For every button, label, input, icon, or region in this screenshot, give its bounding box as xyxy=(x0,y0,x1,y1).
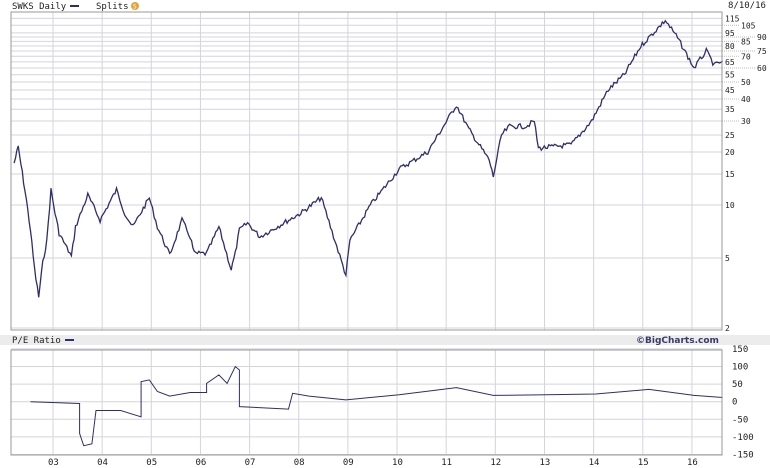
pe-tick-label: 150 xyxy=(732,345,748,355)
price-tick-label: 50 xyxy=(741,78,751,87)
year-tick-label: 10 xyxy=(392,458,403,468)
pe-tick-label: 50 xyxy=(732,380,743,390)
top-header: SWKS Daily Splits S 8/10/16 xyxy=(12,1,766,12)
pe-axis-labels: 150 100 50 0 -50 -100 -150 xyxy=(732,345,754,461)
year-tick-label: 05 xyxy=(146,458,157,468)
pe-tick-label: 0 xyxy=(732,398,737,408)
pe-tick-label: 100 xyxy=(732,363,748,373)
year-tick-label: 11 xyxy=(441,458,452,468)
pe-header-bar xyxy=(0,335,770,345)
price-grid xyxy=(11,12,722,330)
year-tick-label: 14 xyxy=(589,458,600,468)
pe-grid xyxy=(11,348,722,455)
price-tick-label: 25 xyxy=(725,131,735,140)
price-tick-label: 2 xyxy=(725,324,730,333)
year-tick-label: 16 xyxy=(687,458,698,468)
ticker-legend-swatch xyxy=(70,5,79,7)
date-label: 8/10/16 xyxy=(728,1,766,11)
year-tick-label: 08 xyxy=(294,458,305,468)
splits-badge-text: S xyxy=(133,4,137,11)
ticker-label: SWKS Daily xyxy=(12,2,67,12)
price-line xyxy=(13,19,724,298)
x-axis-labels: 03 04 05 06 07 08 09 10 11 12 13 14 15 16 xyxy=(48,458,698,468)
price-tick-label: 40 xyxy=(741,95,751,104)
price-tick-label: 35 xyxy=(725,105,735,114)
year-tick-label: 12 xyxy=(490,458,501,468)
splits-label: Splits xyxy=(96,2,129,12)
pe-tick-label: -50 xyxy=(732,415,748,425)
year-tick-label: 07 xyxy=(245,458,256,468)
price-tick-label: 5 xyxy=(725,254,730,263)
pe-tick-label: -150 xyxy=(732,451,754,461)
price-pane-frame xyxy=(10,11,723,331)
price-tick-label: 15 xyxy=(725,170,735,179)
price-tick-label: 75 xyxy=(757,47,767,56)
year-tick-label: 13 xyxy=(540,458,551,468)
pe-tick-label: -100 xyxy=(732,433,754,443)
price-tick-label: 30 xyxy=(741,117,751,126)
price-tick-label: 85 xyxy=(741,37,751,46)
pe-label: P/E Ratio xyxy=(12,336,61,346)
price-tick-label: 10 xyxy=(725,201,735,210)
year-tick-label: 04 xyxy=(97,458,108,468)
year-tick-label: 03 xyxy=(48,458,59,468)
price-tick-label: 55 xyxy=(725,71,735,80)
price-tick-label: 105 xyxy=(741,21,756,30)
pe-line xyxy=(30,365,723,447)
price-tick-label: 20 xyxy=(725,148,735,157)
pe-pane-frame xyxy=(10,349,723,456)
pe-series xyxy=(30,365,723,447)
price-tick-label: 45 xyxy=(725,86,735,95)
price-tick-label: 115 xyxy=(725,14,740,23)
year-tick-label: 09 xyxy=(343,458,354,468)
pe-legend-swatch xyxy=(65,339,74,341)
year-tick-label: 06 xyxy=(195,458,206,468)
price-tick-label: 95 xyxy=(725,29,735,38)
price-tick-label: 80 xyxy=(725,42,735,51)
bigcharts-brand: ©BigCharts.com xyxy=(636,336,719,346)
year-tick-label: 15 xyxy=(638,458,649,468)
price-tick-label: 60 xyxy=(757,64,767,73)
price-series xyxy=(13,19,724,298)
price-tick-label: 70 xyxy=(741,52,751,61)
price-tick-label: 65 xyxy=(725,58,735,67)
splits-badge-icon[interactable] xyxy=(131,2,139,10)
price-tick-label: 90 xyxy=(757,33,767,42)
